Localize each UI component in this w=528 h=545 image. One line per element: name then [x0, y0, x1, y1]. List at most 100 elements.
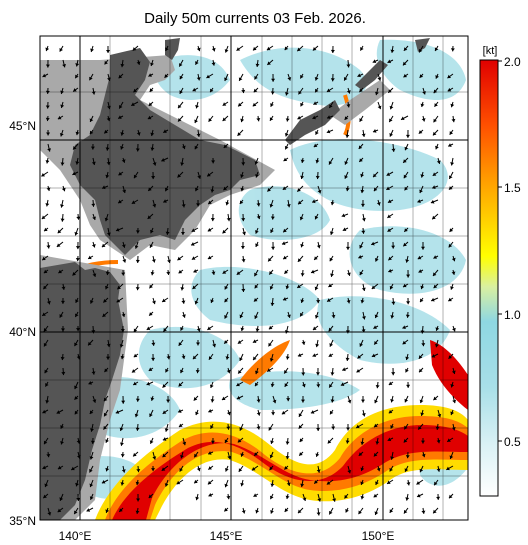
current-vector-head — [271, 78, 276, 82]
current-vector-head — [210, 189, 215, 193]
current-vector-head — [326, 88, 331, 92]
current-vector-head — [450, 411, 455, 416]
current-vector-head — [56, 243, 61, 247]
current-vector-head — [446, 466, 450, 471]
current-vector-head — [162, 410, 167, 414]
current-vector-head — [180, 454, 184, 459]
current-vector-head — [420, 298, 424, 303]
current-vector-head — [300, 273, 305, 277]
current-vector-head — [405, 259, 410, 263]
current-vector-head — [301, 383, 306, 388]
current-vector-head — [359, 118, 363, 122]
current-vector-head — [165, 47, 169, 51]
current-vector-head — [120, 146, 124, 150]
current-vector-head — [451, 370, 456, 374]
current-vector-head — [225, 356, 230, 360]
current-vector-head — [269, 285, 274, 290]
current-vector-head — [161, 158, 165, 162]
current-vector-head — [75, 131, 80, 136]
current-vector-head — [420, 174, 425, 178]
current-vector-head — [347, 399, 352, 404]
current-vector-head — [75, 63, 80, 67]
current-vector-head — [342, 367, 346, 372]
current-vector-head — [270, 229, 274, 233]
current-vector-head — [436, 496, 441, 500]
current-vector-head — [106, 343, 111, 348]
current-vector-head — [194, 145, 199, 150]
current-vector-head — [42, 312, 46, 316]
current-vector-head — [164, 74, 169, 78]
current-vector-head — [357, 355, 362, 359]
current-vector-head — [152, 162, 157, 166]
current-vector-head — [269, 270, 273, 275]
current-vector-head — [135, 510, 140, 514]
current-vector-head — [433, 509, 437, 514]
current-vector-head — [312, 326, 317, 330]
current-vector-head — [60, 218, 65, 222]
major-graticule — [40, 36, 468, 520]
current-vector-head — [358, 145, 363, 149]
current-vector-head — [226, 495, 231, 500]
current-vector-head — [195, 496, 200, 501]
current-vector-head — [74, 410, 79, 415]
current-vector-head — [374, 314, 379, 319]
current-vector-head — [403, 159, 407, 163]
current-vector-head — [181, 314, 186, 318]
current-vector-head — [332, 498, 337, 502]
current-vector-head — [450, 286, 454, 290]
current-vector-head — [269, 454, 274, 459]
current-vector-head — [75, 161, 80, 165]
current-vector-head — [317, 498, 322, 502]
current-vector-head — [253, 298, 258, 302]
current-vector-head — [418, 425, 422, 430]
current-vector-head — [106, 161, 111, 166]
current-vector-head — [152, 456, 157, 460]
current-vector-head — [151, 342, 156, 346]
current-vector-head — [76, 455, 81, 459]
lon-label-150: 150°E — [362, 529, 395, 543]
current-vector-head — [136, 498, 141, 502]
current-vector-head — [390, 315, 395, 319]
current-vector-head — [180, 369, 184, 374]
current-vector-head — [327, 439, 332, 444]
current-vector-head — [402, 325, 406, 330]
current-vector-head — [360, 495, 365, 500]
current-vector-head — [151, 259, 156, 263]
current-vector-head — [375, 441, 380, 445]
current-vector-head — [208, 118, 212, 122]
current-vector-head — [358, 510, 362, 515]
current-vector-head — [178, 382, 183, 387]
current-vector-head — [330, 78, 335, 82]
current-vector-head — [285, 455, 290, 460]
current-vector-head — [374, 423, 378, 428]
current-vector-head — [387, 228, 392, 232]
current-vector-head — [390, 398, 395, 403]
current-vector-head — [224, 483, 229, 488]
current-vector-head — [41, 215, 46, 219]
current-vector-head — [152, 300, 156, 305]
current-vector-head — [105, 509, 110, 513]
current-vector-head — [419, 399, 424, 404]
current-vector-head — [74, 510, 78, 515]
current-vector-head — [133, 353, 138, 358]
current-vector-head — [360, 299, 365, 304]
current-vector-head — [89, 300, 94, 304]
current-vector-head — [60, 204, 64, 208]
current-vector-head — [239, 314, 244, 319]
current-vector-head — [164, 428, 169, 432]
current-vector-head — [405, 455, 410, 459]
current-vector-head — [435, 75, 439, 79]
current-vector-head — [161, 467, 166, 471]
current-vector-head — [178, 117, 182, 122]
current-vector-head — [404, 468, 409, 472]
current-vector-head — [312, 353, 317, 358]
current-vector-head — [222, 102, 227, 106]
current-vector-head — [285, 495, 290, 499]
current-vector-head — [449, 131, 454, 135]
current-vector-head — [432, 131, 437, 136]
current-vector-head — [117, 285, 121, 290]
current-vector-head — [105, 467, 110, 472]
current-vector-head — [403, 242, 407, 247]
current-vector-head — [389, 133, 394, 137]
current-vector-head — [346, 427, 351, 431]
